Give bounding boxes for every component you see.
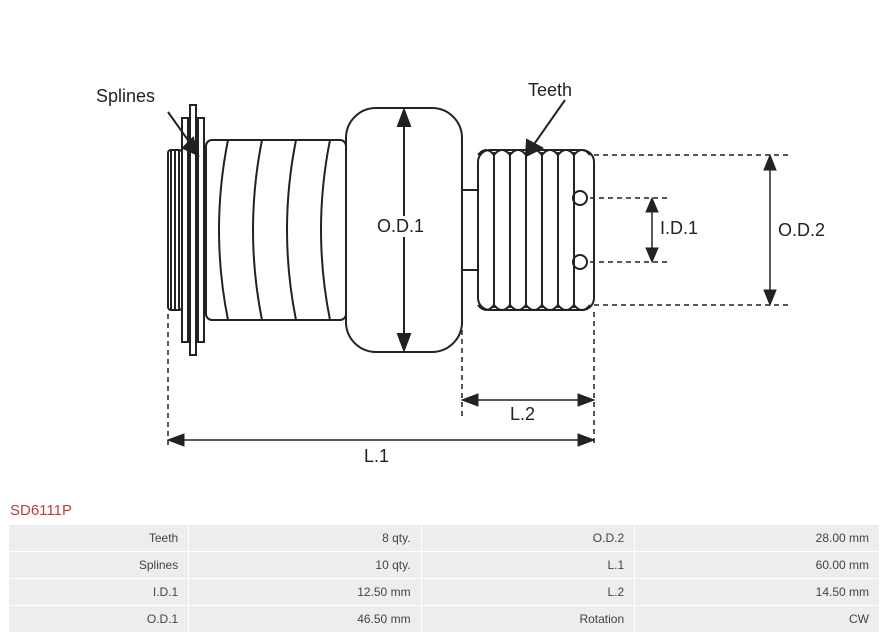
label-splines: Splines [96, 86, 155, 107]
spec-label: L.1 [422, 552, 635, 578]
spec-value: 8 qty. [189, 525, 420, 551]
spec-value: CW [635, 606, 879, 632]
table-row: Teeth 8 qty. O.D.2 28.00 mm [9, 525, 879, 551]
part-code: SD6111P [10, 502, 72, 519]
table-row: O.D.1 46.50 mm Rotation CW [9, 606, 879, 632]
label-l1: L.1 [364, 446, 389, 467]
spec-table-body: Teeth 8 qty. O.D.2 28.00 mm Splines 10 q… [9, 525, 879, 632]
technical-diagram: Splines Teeth O.D.1 O.D.2 I.D.1 L.2 L.1 [0, 0, 889, 500]
spec-label: Teeth [9, 525, 188, 551]
spec-label: Splines [9, 552, 188, 578]
label-od1: O.D.1 [375, 216, 426, 237]
spec-value: 14.50 mm [635, 579, 879, 605]
label-id1: I.D.1 [660, 218, 698, 239]
spec-label: Rotation [422, 606, 635, 632]
spec-value: 28.00 mm [635, 525, 879, 551]
spec-value: 12.50 mm [189, 579, 420, 605]
label-od2: O.D.2 [778, 220, 825, 241]
label-l2: L.2 [510, 404, 535, 425]
spec-label: O.D.2 [422, 525, 635, 551]
spec-value: 46.50 mm [189, 606, 420, 632]
diagram-svg [0, 0, 889, 500]
spec-table: Teeth 8 qty. O.D.2 28.00 mm Splines 10 q… [8, 524, 880, 633]
spec-value: 60.00 mm [635, 552, 879, 578]
spec-label: O.D.1 [9, 606, 188, 632]
table-row: I.D.1 12.50 mm L.2 14.50 mm [9, 579, 879, 605]
spec-value: 10 qty. [189, 552, 420, 578]
label-teeth: Teeth [528, 80, 572, 101]
spec-label: I.D.1 [9, 579, 188, 605]
spec-label: L.2 [422, 579, 635, 605]
table-row: Splines 10 qty. L.1 60.00 mm [9, 552, 879, 578]
